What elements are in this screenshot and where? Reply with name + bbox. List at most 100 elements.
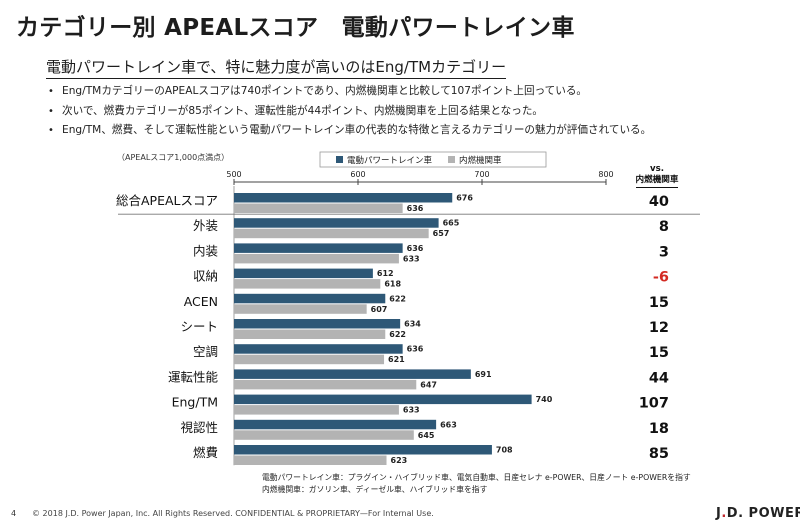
category-label: 総合APEALスコア [116, 193, 218, 208]
data-label-ice: 645 [418, 431, 435, 440]
category-label: 運転性能 [168, 369, 219, 384]
bullet-text: Eng/TMカテゴリーのAPEALスコアは740ポイントであり、内燃機関車と比較… [62, 85, 588, 97]
brand-dot: . [721, 506, 727, 521]
bullet-item: • Eng/TMカテゴリーのAPEALスコアは740ポイントであり、内燃機関車と比… [48, 82, 651, 102]
bar-ice [234, 354, 385, 365]
bar-ev [234, 193, 453, 203]
data-label-ice: 607 [371, 305, 388, 314]
bar-ev [234, 319, 401, 329]
x-tick-label: 600 [350, 170, 365, 179]
legend-label-ev: 電動パワートレイン車 [347, 155, 433, 166]
data-label-ice: 618 [384, 280, 401, 289]
category-label: ACEN [184, 294, 218, 309]
bullet-item: • 次いで、燃費カテゴリーが85ポイント、運転性能が44ポイント、内燃機関車を上回… [48, 102, 651, 122]
bar-ice [234, 430, 414, 440]
data-label-ice: 633 [403, 406, 420, 415]
bullet-marker: • [48, 86, 54, 97]
category-label: 燃費 [193, 445, 218, 460]
category-label: 外装 [193, 218, 218, 233]
legend-swatch-ice [448, 156, 455, 163]
bar-ev [234, 268, 373, 279]
bar-ev [234, 394, 532, 405]
bar-ev [234, 419, 437, 430]
data-label-ev: 636 [407, 244, 424, 253]
vs-header-line1: vs. [650, 164, 664, 174]
x-tick-label: 700 [474, 170, 489, 179]
data-label-ev: 665 [443, 219, 460, 228]
difference-value: 15 [649, 345, 669, 361]
bullet-marker: • [48, 105, 54, 117]
bullet-list: • Eng/TMカテゴリーのAPEALスコアは740ポイントであり、内燃機関車と比… [48, 82, 652, 141]
footnote-line: 電動パワートレイン車：プラグイン・ハイブリッド車、電気自動車、日産セレナ e-P… [262, 473, 691, 482]
data-label-ice: 621 [388, 355, 405, 364]
bar-ev [234, 369, 471, 379]
data-label-ice: 633 [403, 254, 420, 263]
bar-ice [234, 228, 429, 239]
data-label-ev: 612 [377, 269, 394, 278]
difference-value: 40 [649, 194, 669, 210]
bar-ev [234, 218, 439, 228]
bar-ev [234, 445, 492, 455]
slide-subtitle: 電動パワートレイン車で、特に魅力度が高いのはEng/TMカテゴリー [46, 56, 507, 79]
data-label-ice: 657 [433, 229, 450, 238]
difference-value: 85 [649, 446, 669, 462]
difference-value: 18 [649, 421, 669, 437]
data-label-ev: 622 [389, 294, 406, 303]
legend-swatch-ev [336, 156, 343, 163]
vs-column-header: vs. 内燃機関車 [620, 164, 694, 188]
bullet-text: 次いで、燃費カテゴリーが85ポイント、運転性能が44ポイント、内燃機関車を上回る… [62, 104, 544, 117]
category-label: 内装 [193, 243, 218, 258]
data-label-ev: 634 [404, 320, 421, 329]
page-title: カテゴリー別 APEALスコア 電動パワートレイン車 [16, 15, 575, 41]
difference-value: -6 [653, 270, 669, 286]
page-number: 4 [11, 509, 17, 518]
bar-ice [234, 304, 367, 314]
bar-ev [234, 243, 403, 253]
difference-value: 15 [649, 295, 669, 311]
difference-value: 107 [639, 396, 669, 412]
data-label-ev: 676 [456, 194, 473, 203]
unit-note: （APEALスコア1,000点満点） [117, 153, 230, 162]
x-tick-label: 500 [226, 170, 241, 179]
bar-ice [234, 455, 387, 465]
x-tick-label: 800 [598, 170, 613, 179]
category-label: 空調 [193, 344, 218, 359]
data-label-ice: 647 [420, 380, 437, 389]
data-label-ev: 708 [496, 446, 513, 455]
difference-value: 3 [659, 244, 669, 260]
bar-ice [234, 253, 399, 264]
brand-rest: D. POWER [726, 506, 800, 521]
legend-box [319, 151, 547, 168]
data-label-ev: 636 [407, 345, 424, 354]
bullet-text: Eng/TM、燃費、そして運転性能という電動パワートレイン車の代表的な特徴と言え… [62, 124, 652, 136]
difference-value: 44 [649, 370, 669, 386]
bar-ice [234, 279, 381, 289]
data-label-ev: 740 [536, 395, 553, 404]
footnote: 電動パワートレイン車：プラグイン・ハイブリッド車、電気自動車、日産セレナ e-P… [262, 472, 691, 495]
bar-ev [234, 293, 386, 304]
data-label-ice: 622 [389, 330, 406, 339]
bar-ice [234, 203, 403, 213]
vs-header-line2: 内燃機関車 [635, 175, 679, 188]
bullet-marker: • [48, 125, 54, 136]
bar-ice [234, 379, 417, 390]
difference-value: 12 [649, 320, 669, 336]
jd-power-logo: J.D. POWER [716, 506, 800, 521]
copyright-text: © 2018 J.D. Power Japan, Inc. All Rights… [32, 509, 434, 518]
difference-value: 8 [659, 219, 669, 235]
category-label: シート [180, 319, 218, 334]
data-label-ice: 636 [407, 204, 424, 213]
footnote-line: 内燃機関車：ガソリン車、ディーゼル車、ハイブリッド車を指す [262, 484, 488, 494]
brand-prefix: J [716, 506, 722, 521]
bar-ev [234, 344, 403, 354]
bullet-item: • Eng/TM、燃費、そして運転性能という電動パワートレイン車の代表的な特徴と言… [48, 121, 652, 141]
category-label: Eng/TM [172, 395, 218, 410]
data-label-ice: 623 [391, 456, 408, 465]
bar-ice [234, 329, 386, 339]
footer: 4 © 2018 J.D. Power Japan, Inc. All Righ… [0, 500, 800, 526]
bar-ice [234, 405, 399, 415]
category-label: 視認性 [180, 420, 218, 435]
legend-label-ice: 内燃機関車 [459, 155, 502, 166]
category-label: 収納 [193, 269, 218, 284]
